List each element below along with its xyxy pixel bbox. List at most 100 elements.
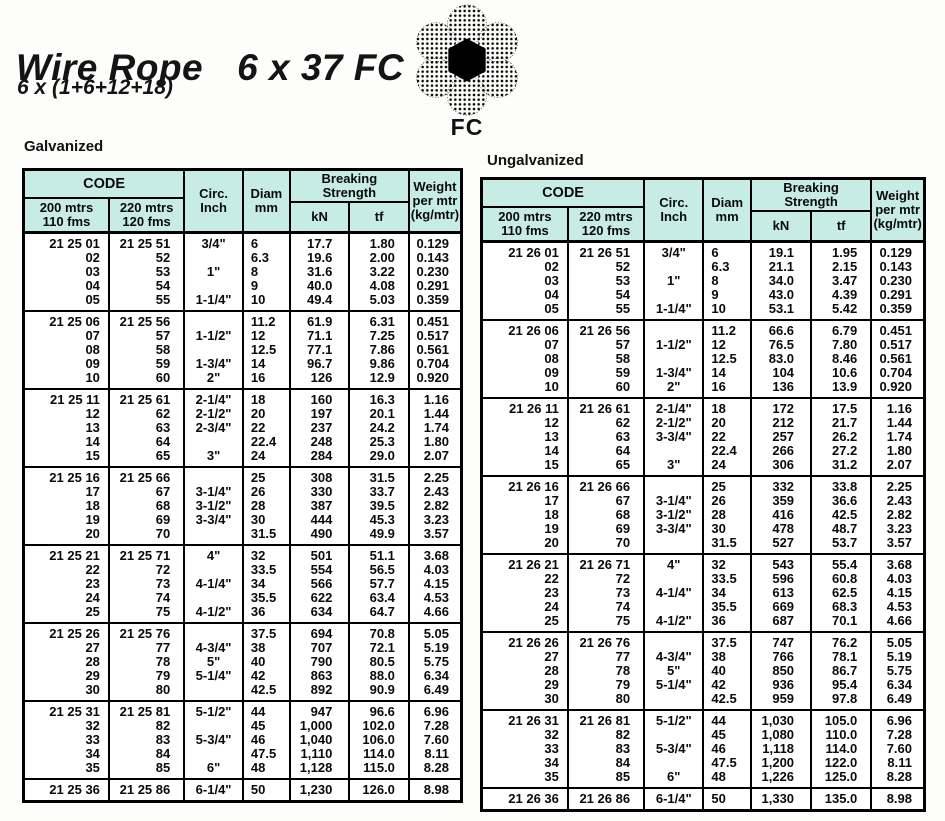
diam-mm-cell: 11.2 xyxy=(242,311,291,329)
breaking-tf-cell: 2.15 xyxy=(811,260,873,274)
weight-cell: 5.05 xyxy=(408,623,463,641)
breaking-tf-cell: 16.3 xyxy=(349,389,410,407)
table-row: 13 63 2-3/4" 22 237 24.2 1.74 xyxy=(23,421,463,435)
diam-mm-cell: 25 xyxy=(703,476,752,494)
circ-inch-cell: 2" xyxy=(644,380,705,398)
breaking-tf-cell: 25.3 xyxy=(349,435,410,449)
breaking-tf-cell: 53.7 xyxy=(811,536,873,554)
circ-inch-cell xyxy=(644,632,705,650)
breaking-tf-cell: 88.0 xyxy=(349,669,410,683)
code-220-cell: 80 xyxy=(567,692,646,710)
breaking-tf-cell: 6.79 xyxy=(811,320,873,338)
circ-inch-cell xyxy=(644,756,705,770)
table-row: 24 74 35.5 622 63.4 4.53 xyxy=(23,591,463,605)
table-row: 20 70 31.5 490 49.9 3.57 xyxy=(23,527,463,545)
diam-mm-cell: 42.5 xyxy=(703,692,752,710)
code-200-cell: 12 xyxy=(481,416,569,430)
table-row: 21 26 21 21 26 71 4" 32 543 55.4 3.68 xyxy=(481,554,926,572)
code-220-cell: 75 xyxy=(567,614,646,632)
breaking-tf-cell: 7.80 xyxy=(811,338,873,352)
code-220-cell: 84 xyxy=(108,747,186,761)
code-220-cell: 82 xyxy=(108,719,186,733)
circ-inch-cell: 4-1/4" xyxy=(184,577,244,591)
table-row: 29 79 5-1/4" 42 936 95.4 6.34 xyxy=(481,678,926,692)
breaking-kn-cell: 266 xyxy=(750,444,813,458)
table-row: 23 73 4-1/4" 34 613 62.5 4.15 xyxy=(481,586,926,600)
code-220-cell: 52 xyxy=(567,260,646,274)
circ-inch-cell xyxy=(184,435,244,449)
breaking-tf-cell: 126.0 xyxy=(349,779,410,802)
diam-mm-cell: 25 xyxy=(242,467,291,485)
circ-inch-cell: 1-1/4" xyxy=(184,293,244,311)
table-row: 21 25 06 21 25 56 11.2 61.9 6.31 0.451 xyxy=(23,311,463,329)
code-200-cell: 24 xyxy=(23,591,110,605)
table-row: 25 75 4-1/2" 36 634 64.7 4.66 xyxy=(23,605,463,623)
breaking-strength-header: Breaking Strength xyxy=(288,168,410,203)
code-220-cell: 57 xyxy=(567,338,646,352)
code-200-cell: 17 xyxy=(23,485,110,499)
table-row: 33 83 5-3/4" 46 1,040 106.0 7.60 xyxy=(23,733,463,747)
breaking-kn-cell: 34.0 xyxy=(750,274,813,288)
code-220-cell: 21 26 66 xyxy=(567,476,646,494)
diam-mm-cell: 30 xyxy=(242,513,291,527)
diam-mm-cell: 8 xyxy=(703,274,752,288)
breaking-tf-cell: 9.86 xyxy=(349,357,410,371)
code-header: CODE xyxy=(22,168,186,199)
weight-cell: 2.43 xyxy=(408,485,463,499)
code-220-cell: 77 xyxy=(108,641,186,655)
table-row: 17 67 3-1/4" 26 330 33.7 2.43 xyxy=(23,485,463,499)
code-220-cell: 21 26 51 xyxy=(567,241,646,260)
breaking-kn-cell: 566 xyxy=(289,577,351,591)
code-200-cell: 21 25 01 xyxy=(23,232,110,251)
breaking-kn-cell: 31.6 xyxy=(289,265,351,279)
circ-inch-cell: 5" xyxy=(644,664,705,678)
breaking-tf-cell: 13.9 xyxy=(811,380,873,398)
circ-inch-cell: 4-1/2" xyxy=(644,614,705,632)
weight-header: Weight per mtr (kg/mtr) xyxy=(407,168,463,234)
code-220-cell: 85 xyxy=(108,761,186,779)
breaking-tf-cell: 24.2 xyxy=(349,421,410,435)
breaking-tf-cell: 62.5 xyxy=(811,586,873,600)
wire-rope-cross-section-icon xyxy=(416,4,518,116)
code-220-header: 220 mtrs 120 fms xyxy=(566,206,646,243)
row-block: 21 25 26 21 25 76 37.5 694 70.8 5.05 27 77 4-3/4… xyxy=(23,623,463,701)
breaking-tf-cell: 20.1 xyxy=(349,407,410,421)
code-220-cell: 65 xyxy=(567,458,646,476)
diam-mm-cell: 34 xyxy=(703,586,752,600)
weight-cell: 3.23 xyxy=(871,522,926,536)
table-row: 21 25 36 21 25 86 6-1/4" 50 1,230 126.0 8.98 xyxy=(23,779,463,802)
weight-cell: 2.43 xyxy=(871,494,926,508)
diam-mm-cell: 22 xyxy=(703,430,752,444)
breaking-kn-cell: 387 xyxy=(289,499,351,513)
code-200-cell: 21 26 26 xyxy=(481,632,569,650)
code-200-cell: 30 xyxy=(23,683,110,701)
code-220-cell: 62 xyxy=(567,416,646,430)
table-row: 18 68 3-1/2" 28 416 42.5 2.82 xyxy=(481,508,926,522)
circ-inch-cell: 1-1/2" xyxy=(184,329,244,343)
breaking-kn-cell: 248 xyxy=(289,435,351,449)
code-200-cell: 21 25 31 xyxy=(23,701,110,719)
diam-mm-cell: 38 xyxy=(242,641,291,655)
table-row: 21 25 26 21 25 76 37.5 694 70.8 5.05 xyxy=(23,623,463,641)
breaking-kn-cell: 77.1 xyxy=(289,343,351,357)
circ-inch-cell: 2-1/2" xyxy=(644,416,705,430)
code-200-cell: 32 xyxy=(23,719,110,733)
diam-mm-cell: 32 xyxy=(703,554,752,572)
code-220-cell: 70 xyxy=(567,536,646,554)
circ-inch-cell xyxy=(184,279,244,293)
circ-inch-cell: 6" xyxy=(644,770,705,788)
circ-inch-cell: 2-1/4" xyxy=(184,389,244,407)
diam-mm-cell: 16 xyxy=(703,380,752,398)
code-200-cell: 20 xyxy=(23,527,110,545)
diam-mm-cell: 18 xyxy=(242,389,291,407)
table-row: 09 59 1-3/4" 14 104 10.6 0.704 xyxy=(481,366,926,380)
table-row: 33 83 5-3/4" 46 1,118 114.0 7.60 xyxy=(481,742,926,756)
table-row: 19 69 3-3/4" 30 444 45.3 3.23 xyxy=(23,513,463,527)
code-220-cell: 63 xyxy=(108,421,186,435)
breaking-kn-cell: 554 xyxy=(289,563,351,577)
breaking-tf-cell: 2.00 xyxy=(349,251,410,265)
breaking-kn-cell: 1,110 xyxy=(289,747,351,761)
code-200-cell: 03 xyxy=(481,274,569,288)
circ-inch-cell: 5-1/4" xyxy=(184,669,244,683)
diam-mm-cell: 45 xyxy=(242,719,291,733)
